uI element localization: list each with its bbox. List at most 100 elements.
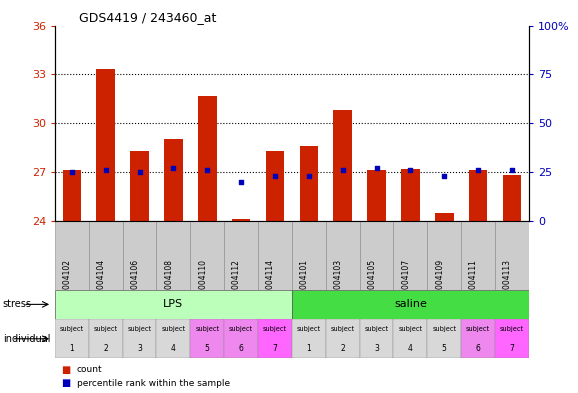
- Text: GSM1004101: GSM1004101: [300, 259, 309, 310]
- Text: subject: subject: [229, 326, 253, 332]
- Text: ■: ■: [61, 365, 70, 375]
- Text: subject: subject: [466, 326, 490, 332]
- Bar: [427, 221, 461, 290]
- Text: 5: 5: [442, 344, 447, 353]
- Bar: [360, 221, 394, 290]
- Point: [169, 165, 178, 171]
- Text: 7: 7: [272, 344, 277, 353]
- Text: GSM1004108: GSM1004108: [164, 259, 173, 310]
- Text: saline: saline: [394, 299, 427, 309]
- Text: 4: 4: [171, 344, 176, 353]
- Bar: [97, 70, 115, 221]
- Bar: [198, 95, 217, 221]
- Bar: [292, 290, 529, 318]
- Bar: [401, 169, 420, 221]
- Text: ■: ■: [61, 378, 70, 388]
- Text: GSM1004104: GSM1004104: [97, 259, 106, 310]
- Text: subject: subject: [195, 326, 219, 332]
- Bar: [427, 319, 461, 358]
- Bar: [157, 319, 190, 358]
- Bar: [224, 319, 258, 358]
- Bar: [258, 221, 292, 290]
- Bar: [266, 151, 284, 221]
- Bar: [55, 319, 89, 358]
- Point: [101, 167, 110, 173]
- Bar: [292, 221, 326, 290]
- Point: [507, 167, 517, 173]
- Point: [304, 173, 313, 179]
- Bar: [190, 319, 224, 358]
- Text: percentile rank within the sample: percentile rank within the sample: [77, 379, 230, 387]
- Bar: [55, 290, 292, 318]
- Text: GSM1004102: GSM1004102: [63, 259, 72, 310]
- Bar: [367, 171, 386, 221]
- Point: [236, 179, 246, 185]
- Text: subject: subject: [398, 326, 423, 332]
- Bar: [334, 110, 352, 221]
- Bar: [89, 319, 123, 358]
- Bar: [232, 219, 250, 221]
- Text: subject: subject: [297, 326, 321, 332]
- Text: stress: stress: [3, 299, 32, 309]
- Text: subject: subject: [94, 326, 118, 332]
- Text: subject: subject: [365, 326, 388, 332]
- Text: 3: 3: [374, 344, 379, 353]
- Text: 5: 5: [205, 344, 210, 353]
- Text: 2: 2: [103, 344, 108, 353]
- Point: [203, 167, 212, 173]
- Text: GSM1004103: GSM1004103: [334, 259, 343, 310]
- Bar: [495, 319, 529, 358]
- Text: GSM1004112: GSM1004112: [232, 259, 241, 310]
- Text: 2: 2: [340, 344, 345, 353]
- Bar: [190, 221, 224, 290]
- Text: GSM1004106: GSM1004106: [131, 259, 139, 310]
- Text: subject: subject: [500, 326, 524, 332]
- Text: subject: subject: [331, 326, 355, 332]
- Point: [440, 173, 449, 179]
- Point: [67, 169, 76, 175]
- Point: [406, 167, 415, 173]
- Bar: [164, 140, 183, 221]
- Bar: [130, 151, 149, 221]
- Bar: [503, 175, 521, 221]
- Bar: [495, 221, 529, 290]
- Bar: [461, 221, 495, 290]
- Text: individual: individual: [3, 334, 50, 344]
- Bar: [469, 171, 487, 221]
- Bar: [89, 221, 123, 290]
- Bar: [157, 221, 190, 290]
- Text: GDS4419 / 243460_at: GDS4419 / 243460_at: [79, 11, 216, 24]
- Text: LPS: LPS: [164, 299, 183, 309]
- Bar: [292, 319, 326, 358]
- Text: 4: 4: [408, 344, 413, 353]
- Text: count: count: [77, 365, 102, 375]
- Text: GSM1004109: GSM1004109: [435, 259, 444, 310]
- Bar: [461, 319, 495, 358]
- Bar: [326, 221, 360, 290]
- Bar: [394, 221, 427, 290]
- Bar: [55, 221, 89, 290]
- Text: 1: 1: [306, 344, 311, 353]
- Text: GSM1004113: GSM1004113: [503, 259, 512, 310]
- Point: [271, 173, 280, 179]
- Text: 3: 3: [137, 344, 142, 353]
- Bar: [435, 213, 454, 221]
- Text: subject: subject: [432, 326, 456, 332]
- Point: [135, 169, 144, 175]
- Bar: [123, 319, 157, 358]
- Bar: [360, 319, 394, 358]
- Text: GSM1004110: GSM1004110: [198, 259, 208, 310]
- Bar: [299, 146, 318, 221]
- Text: GSM1004111: GSM1004111: [469, 259, 478, 310]
- Bar: [123, 221, 157, 290]
- Bar: [394, 319, 427, 358]
- Text: GSM1004105: GSM1004105: [368, 259, 376, 310]
- Text: 6: 6: [239, 344, 243, 353]
- Text: subject: subject: [263, 326, 287, 332]
- Text: 1: 1: [69, 344, 74, 353]
- Text: subject: subject: [128, 326, 151, 332]
- Point: [338, 167, 347, 173]
- Point: [372, 165, 381, 171]
- Text: subject: subject: [161, 326, 186, 332]
- Text: 7: 7: [509, 344, 514, 353]
